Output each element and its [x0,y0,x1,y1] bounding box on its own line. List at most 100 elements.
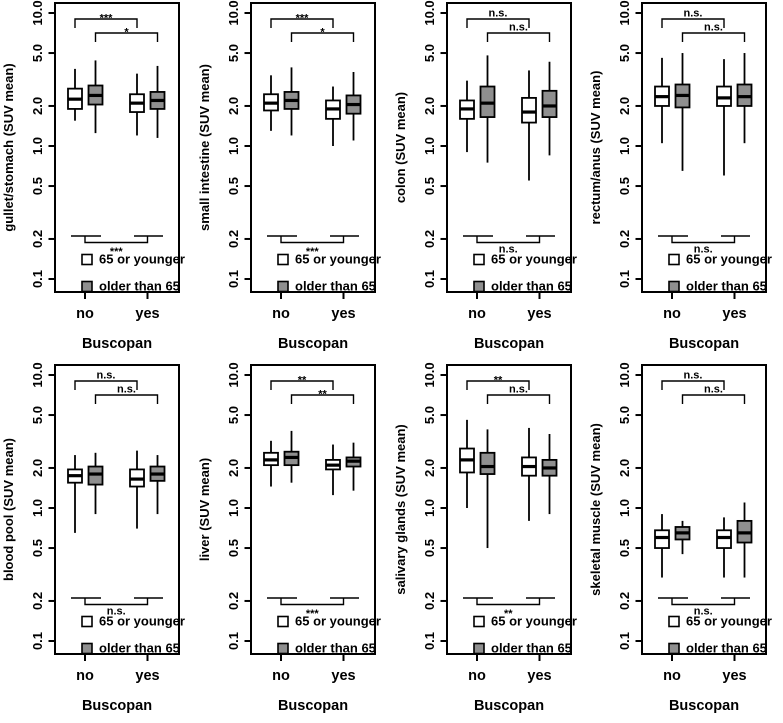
sig-bracket-bottom [266,596,359,605]
x-category-label: yes [527,668,551,684]
y-tick-label: 2.0 [617,97,632,115]
x-category-label: no [468,668,486,684]
sig-bracket-bottom-label: n.s. [694,605,713,617]
legend-label-older: older than 65 [99,279,180,294]
legend-swatch-older [276,280,289,293]
legend-label-older: older than 65 [491,640,572,655]
y-tick-label: 2.0 [30,97,45,115]
legend-label-older: older than 65 [295,279,376,294]
y-tick-label: 0.2 [226,230,241,248]
panel-rectum-anus-suv-mean: 10.0 5.0 2.0 1.0 0.5 0.2 0.1 rectum/anus (SUV m… [587,0,783,362]
x-category-label: no [272,306,290,322]
sig-bracket-bottom-label: ** [503,608,512,620]
sig-bracket-top-old-label: ** [318,388,327,400]
box-yes-younger [716,528,733,549]
x-axis-title: Buscopan [278,336,348,352]
y-tick-label: 5.0 [226,44,241,62]
y-tick-label: 2.0 [422,458,437,476]
y-tick-label: 2.0 [226,97,241,115]
y-tick-label: 2.0 [422,97,437,115]
y-tick-label: 1.0 [30,137,45,155]
y-tick-label: 10.0 [30,362,45,387]
y-tick-label: 0.1 [617,270,632,288]
legend-swatch-younger [472,253,485,266]
y-tick-label: 0.5 [617,177,632,195]
box-no-younger [654,528,671,549]
sig-bracket-bottom [462,235,555,244]
boxplot-svg-gullet-stomach-suv-mean: 10.0 5.0 2.0 1.0 0.5 0.2 0.1 gullet/stomach (SU… [1,0,185,352]
y-tick-label: 0.1 [30,270,45,288]
sig-bracket-bottom [658,235,751,244]
sig-bracket-top-old-label: n.s. [704,383,723,395]
x-axis-title: Buscopan [82,698,152,714]
box-yes-younger [716,85,733,107]
x-category-label: no [76,668,94,684]
legend-label-older: older than 65 [295,640,376,655]
legend-swatch-older [472,642,485,654]
y-tick-label: 0.5 [30,538,45,556]
sig-bracket-top-young-label: n.s. [684,369,703,381]
boxplot-svg-blood-pool-suv-mean: 10.0 5.0 2.0 1.0 0.5 0.2 0.1 blood pool (SUV me… [1,362,185,714]
x-axis-title: Buscopan [82,336,152,352]
sig-bracket-top-old-label: n.s. [509,383,528,395]
sig-bracket-top-old [290,393,354,404]
y-tick-label: 0.2 [422,230,437,248]
legend-swatch-older [276,642,289,654]
x-axis-title: Buscopan [669,698,739,714]
sig-bracket-top-young [270,18,334,28]
sig-bracket-top-old [94,393,159,404]
sig-bracket-bottom-label: n.s. [498,244,517,256]
y-tick-label: 0.1 [226,631,241,649]
sig-bracket-top-young-label: ** [493,374,502,386]
y-tick-label: 2.0 [617,458,632,476]
y-tick-label: 5.0 [617,44,632,62]
y-tick-label: 0.2 [226,591,241,609]
sig-bracket-top-old-label: n.s. [509,22,528,34]
y-tick-label: 0.1 [30,631,45,649]
legend-swatch-younger [276,253,289,266]
y-tick-label: 10.0 [422,362,437,387]
sig-bracket-top-young-label: n.s. [488,8,507,20]
plot-frame [54,2,180,293]
sig-bracket-top-old-label: n.s. [704,22,723,34]
y-axis-title: rectum/anus (SUV mean) [588,71,603,225]
panel-skeletal-muscle-suv-mean: 10.0 5.0 2.0 1.0 0.5 0.2 0.1 skeletal muscle (S… [587,362,783,723]
legend-label-younger: 65 or younger [99,613,185,628]
y-tick-label: 0.5 [30,177,45,195]
sig-bracket-top-old [290,32,354,42]
y-tick-label: 0.2 [30,230,45,248]
sig-bracket-top-young [661,18,725,28]
legend-label-older: older than 65 [686,279,767,294]
sig-bracket-bottom [71,235,163,244]
y-tick-label: 1.0 [226,498,241,516]
sig-bracket-top-young [270,379,334,390]
sig-bracket-bottom-label: *** [306,246,320,258]
legend-swatch-older [472,280,485,293]
y-tick-label: 2.0 [30,458,45,476]
x-axis-title: Buscopan [278,698,348,714]
boxplot-svg-colon-suv-mean: 10.0 5.0 2.0 1.0 0.5 0.2 0.1 colon (SUV mean) no… [393,0,577,352]
x-category-label: yes [135,306,159,322]
legend-swatch-older [81,280,93,293]
y-tick-label: 5.0 [30,44,45,62]
panel-blood-pool-suv-mean: 10.0 5.0 2.0 1.0 0.5 0.2 0.1 blood pool (SUV me… [0,362,196,723]
legend-label-younger: 65 or younger [99,252,185,267]
y-tick-label: 5.0 [30,405,45,423]
legend-swatch-younger [81,253,93,266]
y-tick-label: 0.5 [226,177,241,195]
y-tick-label: 10.0 [226,362,241,387]
y-tick-label: 0.5 [422,538,437,556]
y-tick-label: 10.0 [226,0,241,25]
y-tick-label: 0.1 [422,631,437,649]
sig-bracket-top-young [465,18,530,28]
boxplot-svg-salivary-glands-suv-mean: 10.0 5.0 2.0 1.0 0.5 0.2 0.1 salivary glands (S… [393,362,577,714]
legend-swatch-younger [668,615,681,627]
y-axis-title: colon (SUV mean) [393,92,408,203]
x-axis-title: Buscopan [473,698,543,714]
sig-bracket-top-old-label: * [124,27,129,39]
y-tick-label: 0.2 [617,230,632,248]
y-tick-label: 0.5 [617,538,632,556]
boxplot-svg-skeletal-muscle-suv-mean: 10.0 5.0 2.0 1.0 0.5 0.2 0.1 skeletal muscle (S… [588,362,772,714]
sig-bracket-top-young-label: *** [295,13,309,25]
x-category-label: yes [527,306,551,322]
